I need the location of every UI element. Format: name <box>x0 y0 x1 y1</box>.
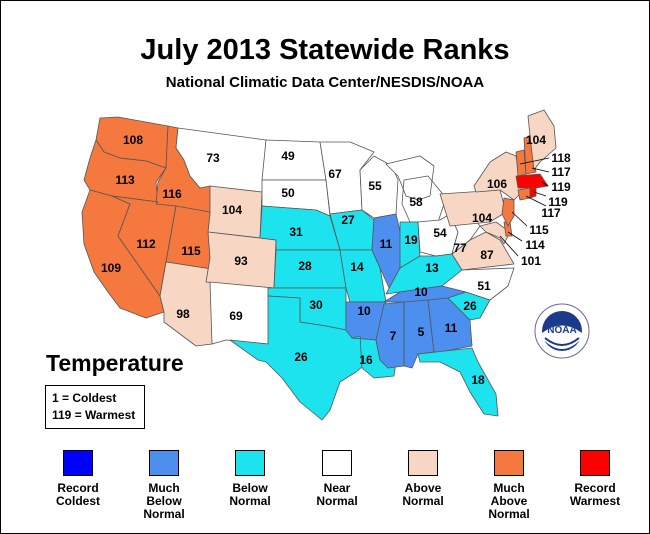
state-south-carolina <box>447 291 491 321</box>
rank-label-utah: 115 <box>181 244 201 258</box>
legend-item-near: Near Normal <box>297 450 377 508</box>
rank-label-kansas: 28 <box>298 259 312 273</box>
leader-line-vermont <box>519 157 550 165</box>
rank-label-rhode-island: 119 <box>551 180 571 194</box>
leader-line-new-hampshire <box>531 167 550 173</box>
rank-label-wyoming: 104 <box>222 203 242 217</box>
legend-swatch <box>235 450 265 476</box>
leader-line-connecticut <box>525 195 547 207</box>
rank-label-vermont: 118 <box>551 151 571 165</box>
state-texas <box>229 295 369 421</box>
rank-label-illinois: 11 <box>380 237 393 251</box>
legend-item-above: Above Normal <box>383 450 463 508</box>
rank-label-colorado: 93 <box>234 254 248 268</box>
rank-label-montana: 73 <box>206 151 220 165</box>
rank-label-mississippi: 7 <box>390 329 397 343</box>
rank-label-missouri: 14 <box>350 260 364 274</box>
leader-line-new-jersey <box>511 211 528 227</box>
rank-label-arkansas: 10 <box>357 304 371 318</box>
rank-label-north-carolina: 51 <box>477 279 491 293</box>
rank-label-nevada: 112 <box>136 237 156 251</box>
legend-swatch <box>580 450 610 476</box>
rank-label-oklahoma: 30 <box>309 298 323 312</box>
legend-label: Much Below Normal <box>143 481 185 521</box>
rank-label-new-york: 106 <box>487 177 507 191</box>
state-maine <box>527 109 557 171</box>
state-wisconsin <box>359 155 399 219</box>
rank-label-north-dakota: 49 <box>281 149 295 163</box>
rank-label-washington: 108 <box>123 133 143 147</box>
rank-label-texas: 26 <box>294 350 308 364</box>
legend-item-record-warmest: Record Warmest <box>555 450 635 508</box>
rank-label-wisconsin: 55 <box>368 179 382 193</box>
rank-label-south-carolina: 26 <box>463 299 477 313</box>
rank-label-michigan: 58 <box>409 195 423 209</box>
legend-swatch <box>149 450 179 476</box>
rank-label-pennsylvania: 104 <box>472 211 492 225</box>
map-title: July 2013 Statewide Ranks <box>140 34 510 66</box>
legend-label: Below Normal <box>229 481 271 508</box>
leader-line-delaware <box>507 231 523 242</box>
rank-label-louisiana: 16 <box>359 353 373 367</box>
state-florida <box>417 347 499 417</box>
leader-line-rhode-island <box>533 191 547 197</box>
rank-label-delaware: 114 <box>525 238 545 252</box>
legend-swatch <box>494 450 524 476</box>
legend-item-below: Below Normal <box>210 450 290 508</box>
rank-label-nebraska: 31 <box>289 225 303 239</box>
legend-swatch <box>63 450 93 476</box>
state-rhode-island <box>529 187 537 199</box>
legend-item-much-above: Much Above Normal <box>469 450 549 521</box>
rank-label-alabama: 5 <box>418 325 425 339</box>
legend-label: Record Coldest <box>55 481 100 508</box>
leader-line-massachusetts <box>541 181 549 187</box>
rank-key-box: 1 = Coldest 119 = Warmest <box>45 385 145 429</box>
rank-label-georgia: 11 <box>445 321 458 335</box>
rank-label-minnesota: 67 <box>328 167 342 181</box>
rank-label-arizona: 98 <box>176 307 190 321</box>
rank-label-oregon: 113 <box>115 173 135 187</box>
legend-swatch <box>322 450 352 476</box>
rank-label-tennessee: 10 <box>414 285 428 299</box>
rank-label-new-mexico: 69 <box>229 309 243 323</box>
noaa-logo-text: NOAA <box>547 325 576 336</box>
legend-item-record-coldest: Record Coldest <box>38 450 118 508</box>
rank-label-iowa: 27 <box>341 213 355 227</box>
rank-key-coldest: 1 = Coldest <box>52 391 117 405</box>
noaa-logo: NOAA <box>533 302 591 365</box>
rank-label-massachusetts: 119 <box>548 195 568 209</box>
legend-item-much-below: Much Below Normal <box>124 450 204 521</box>
rank-label-ohio: 54 <box>433 226 447 240</box>
rank-label-virginia: 87 <box>480 248 494 262</box>
map-subtitle: National Climatic Data Center/NESDIS/NOA… <box>165 74 485 91</box>
legend-label: Near Normal <box>316 481 358 508</box>
rank-label-california: 109 <box>101 261 121 275</box>
legend-label: Above Normal <box>402 481 444 508</box>
rank-label-maine: 104 <box>526 133 546 147</box>
rank-label-florida: 18 <box>471 373 485 387</box>
rank-label-south-dakota: 50 <box>281 186 295 200</box>
rank-label-idaho: 116 <box>162 187 182 201</box>
rank-label-new-jersey: 115 <box>529 223 549 237</box>
rank-key-warmest: 119 = Warmest <box>52 408 136 422</box>
map-variable-label: Temperature <box>46 350 184 376</box>
leader-line-maryland <box>499 235 519 257</box>
rank-label-connecticut: 117 <box>541 206 561 220</box>
rank-label-west-virginia: 77 <box>453 241 467 255</box>
rank-label-indiana: 19 <box>404 233 418 247</box>
legend-swatch <box>408 450 438 476</box>
rank-label-kentucky: 13 <box>425 261 439 275</box>
state-massachusetts <box>515 173 549 189</box>
state-connecticut <box>517 187 531 201</box>
legend-label: Record Warmest <box>569 481 621 508</box>
legend-label: Much Above Normal <box>488 481 530 521</box>
rank-label-maryland: 101 <box>521 254 541 268</box>
rank-label-new-hampshire: 117 <box>551 165 571 179</box>
state-new-jersey <box>501 197 515 227</box>
